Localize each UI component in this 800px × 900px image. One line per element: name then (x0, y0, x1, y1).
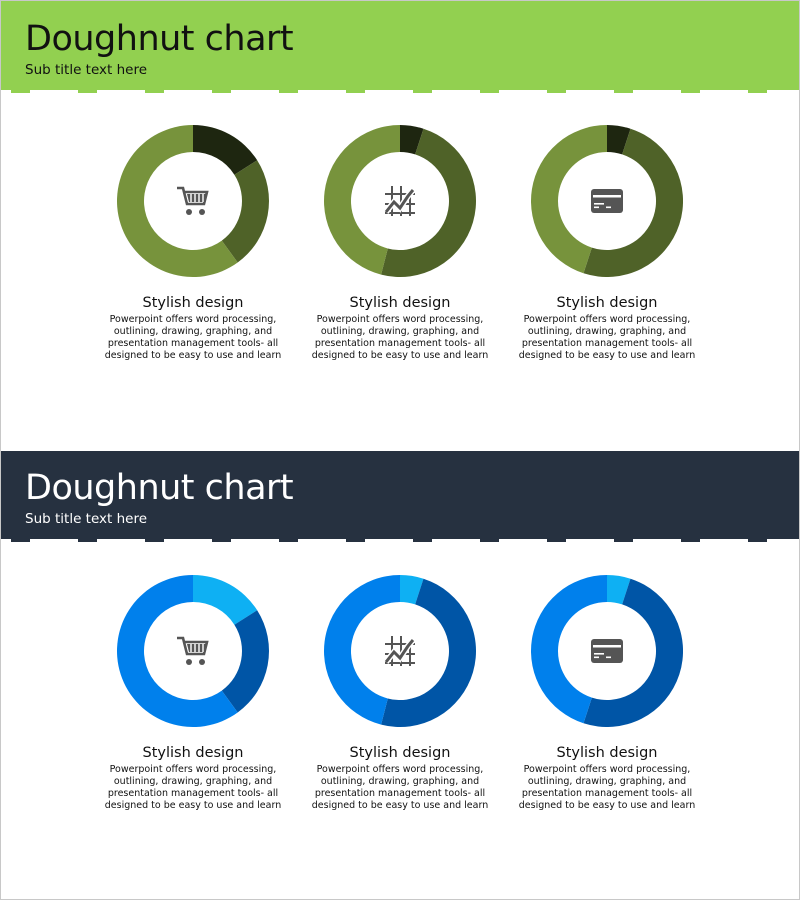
doughnut-slice-1 (400, 125, 424, 155)
caption-title: Stylish design (349, 745, 451, 761)
dash-decoration (11, 539, 30, 542)
caption-body: Powerpoint offers word processing, outli… (518, 764, 696, 811)
line-chart-grid-icon (383, 634, 417, 668)
doughnut-slice-2 (381, 578, 476, 727)
dash-decoration (78, 539, 97, 542)
header-band-green: Doughnut chart Sub title text here (1, 1, 799, 90)
section-subtitle: Sub title text here (25, 511, 148, 527)
dash-decoration (748, 90, 767, 93)
dash-decoration (78, 90, 97, 93)
dash-decoration (480, 539, 499, 542)
dash-decoration (145, 90, 164, 93)
caption-body: Powerpoint offers word processing, outli… (311, 764, 489, 811)
doughnut-panel: Stylish design Powerpoint offers word pro… (507, 125, 707, 362)
caption-title: Stylish design (142, 745, 244, 761)
dash-decoration (346, 90, 365, 93)
doughnut-slice-3 (324, 125, 400, 275)
dash-decoration (681, 90, 700, 93)
doughnut-chart (531, 125, 683, 277)
dash-decoration (614, 90, 633, 93)
dash-decoration (413, 90, 432, 93)
line-chart-grid-icon (383, 184, 417, 218)
doughnut-panel: Stylish design Powerpoint offers word pro… (507, 575, 707, 812)
doughnut-slice-1 (193, 575, 258, 625)
caption-body: Powerpoint offers word processing, outli… (311, 314, 489, 361)
dash-decoration (346, 539, 365, 542)
caption-body: Powerpoint offers word processing, outli… (104, 764, 282, 811)
caption-body: Powerpoint offers word processing, outli… (518, 314, 696, 361)
dash-decoration (547, 90, 566, 93)
doughnut-chart (324, 125, 476, 277)
caption-title: Stylish design (142, 295, 244, 311)
credit-card-icon (591, 639, 623, 663)
doughnut-slice-2 (381, 128, 476, 277)
doughnut-panel: Stylish design Powerpoint offers word pro… (300, 125, 500, 362)
doughnut-slice-2 (221, 160, 269, 263)
doughnut-slice-3 (531, 125, 607, 274)
header-band-dark: Doughnut chart Sub title text here (1, 451, 799, 539)
dash-decoration (748, 539, 767, 542)
dash-decoration (547, 539, 566, 542)
doughnut-panel: Stylish design Powerpoint offers word pro… (93, 575, 293, 812)
doughnut-slice-1 (607, 575, 631, 605)
doughnut-slice-3 (117, 575, 238, 727)
dash-decoration (212, 539, 231, 542)
caption-title: Stylish design (556, 295, 658, 311)
doughnut-slice-2 (583, 128, 683, 277)
dash-decoration (614, 539, 633, 542)
dash-decoration (11, 90, 30, 93)
dash-decoration (212, 90, 231, 93)
doughnut-slice-1 (400, 575, 424, 605)
doughnut-slice-1 (607, 125, 631, 155)
shopping-cart-icon (176, 635, 210, 667)
dash-decoration (413, 539, 432, 542)
credit-card-icon (591, 189, 623, 213)
caption-title: Stylish design (556, 745, 658, 761)
doughnut-panel: Stylish design Powerpoint offers word pro… (93, 125, 293, 362)
doughnut-slice-1 (193, 125, 258, 175)
doughnut-slice-3 (324, 575, 400, 725)
caption-body: Powerpoint offers word processing, outli… (104, 314, 282, 361)
doughnut-slice-3 (117, 125, 238, 277)
doughnut-chart (117, 125, 269, 277)
dash-decoration (480, 90, 499, 93)
doughnut-chart (324, 575, 476, 727)
section-title: Doughnut chart (25, 468, 294, 508)
doughnut-slice-2 (583, 578, 683, 727)
dash-decoration (279, 90, 298, 93)
dash-decoration (279, 539, 298, 542)
caption-title: Stylish design (349, 295, 451, 311)
section-subtitle: Sub title text here (25, 62, 148, 78)
section-title: Doughnut chart (25, 19, 294, 59)
doughnut-panel: Stylish design Powerpoint offers word pro… (300, 575, 500, 812)
dash-decoration (681, 539, 700, 542)
doughnut-chart (117, 575, 269, 727)
dash-decoration (145, 539, 164, 542)
doughnut-slice-3 (531, 575, 607, 724)
doughnut-slice-2 (221, 610, 269, 713)
shopping-cart-icon (176, 185, 210, 217)
doughnut-chart (531, 575, 683, 727)
